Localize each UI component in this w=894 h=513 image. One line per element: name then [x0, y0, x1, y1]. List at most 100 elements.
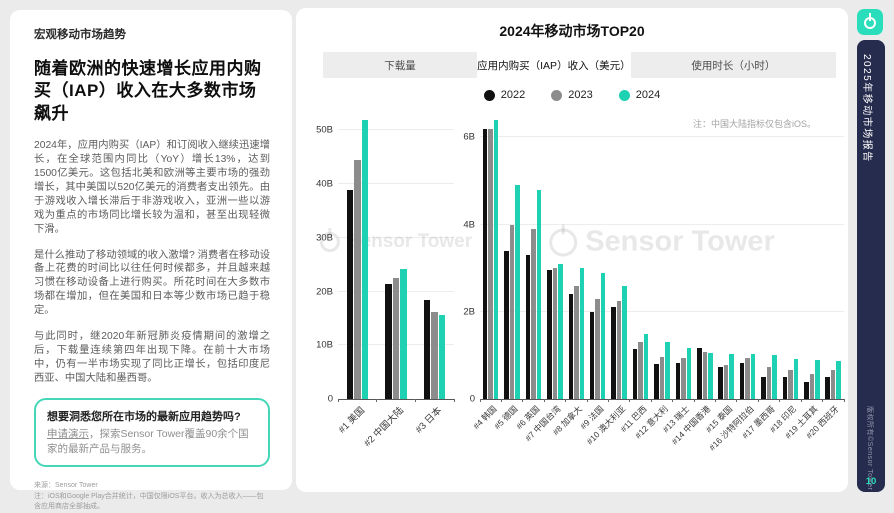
- bar-group: #5 德国: [492, 109, 522, 431]
- bar-2022: [423, 299, 431, 399]
- bar-2022: [547, 270, 552, 399]
- chart-panel: 2024年移动市场TOP20 下载量 应用内购买（IAP）收入（美元） 使用时长（小…: [296, 8, 848, 492]
- bar-group: #4 韩国: [471, 109, 501, 431]
- bar-2023: [392, 278, 400, 399]
- y-tick-label: 0: [327, 393, 333, 405]
- bar-2022: [675, 363, 681, 399]
- cta-body-rest: ，探索Sensor Tower覆盖90余个国家的最新产品与服务。: [47, 427, 249, 455]
- bar-cluster: [697, 109, 713, 399]
- legend-label: 2023: [568, 89, 593, 101]
- legend-item-2023: 2023: [551, 89, 593, 101]
- x-axis-tick: [757, 399, 759, 402]
- plot-area: Sensor Tower #1 美国 #2 中国大陆 #3 日本: [319, 109, 472, 449]
- bar-2022: [697, 347, 702, 399]
- bar-groups: #1 美国 #2 中国大陆 #3 日本: [337, 109, 454, 449]
- section-eyebrow: 宏观移动市场趋势: [34, 29, 126, 41]
- gridline: [480, 223, 844, 225]
- bar-group: #18 印尼: [767, 109, 801, 434]
- bar-2024: [708, 352, 713, 399]
- x-axis-tick: [543, 399, 545, 402]
- y-tick-label: 6B: [463, 131, 475, 143]
- y-tick-label: 40B: [316, 178, 333, 190]
- chart-title: 2024年移动市场TOP20: [499, 23, 645, 39]
- x-axis-tick: [479, 399, 481, 402]
- y-axis: 0 10B 20B 30B 40B 50B: [304, 109, 338, 405]
- bar-group: #15 泰国: [703, 109, 736, 434]
- footnote-line: 注：iOS和Google Play合并统计，中国仅限iOS平台。收入为总收入——…: [34, 492, 264, 511]
- bar-2024: [643, 333, 649, 399]
- bar-2024: [361, 119, 369, 399]
- bar-group: #7 中国台湾: [523, 109, 565, 443]
- y-tick-label: 4B: [463, 219, 475, 231]
- bar-2023: [574, 285, 579, 399]
- bar-cluster: [547, 109, 563, 399]
- bar-2022: [632, 348, 638, 399]
- legend-item-2022: 2022: [483, 89, 525, 101]
- bar-cluster: [761, 109, 777, 399]
- bar-chart-top3: 0 10B 20B 30B 40B 50B Sensor Tower #1 美国 #2 中国大陆…: [304, 109, 472, 470]
- bar-cluster: [675, 109, 692, 399]
- bar-cluster: [504, 109, 520, 399]
- bar-cluster: [611, 109, 627, 399]
- request-demo-link[interactable]: 申请演示: [47, 427, 89, 440]
- demo-cta-box: 想要洞悉您所在市场的最新应用趋势吗? 申请演示，探索Sensor Tower覆盖…: [34, 397, 270, 467]
- bar-2022: [525, 255, 531, 399]
- bar-cluster: [739, 109, 756, 399]
- bar-2024: [750, 354, 756, 399]
- sensor-tower-logo-icon: [857, 9, 883, 35]
- bar-group: #19 土耳其: [783, 109, 822, 441]
- bar-2023: [681, 358, 686, 399]
- bar-group: #12 意大利: [633, 109, 672, 441]
- bar-group: #11 巴西: [618, 109, 651, 434]
- gridline: [480, 136, 844, 138]
- bar-cluster: [804, 109, 820, 399]
- bar-2022: [718, 366, 723, 399]
- tab-usage-time[interactable]: 使用时长（小时）: [630, 52, 837, 78]
- bar-2024: [579, 268, 585, 399]
- gridline: [338, 183, 454, 185]
- chart-legend: 2022 2023 2024: [296, 87, 848, 103]
- bar-chart-4-to-20: 0 2B 4B 6B Sensor Tower 注：中国大陆指标仅包含iOS。 #4 韩国 #…: [458, 109, 845, 470]
- gridline: [338, 236, 454, 238]
- bar-2024: [400, 268, 407, 399]
- bar-2024: [836, 361, 841, 399]
- body-paragraph-1: 2024年，应用内购买（IAP）和订阅收入继续迅速增长，在全球范围内同比（YoY…: [34, 140, 270, 235]
- tab-downloads[interactable]: 下载量: [323, 52, 477, 78]
- bar-group: #8 加拿大: [551, 109, 587, 437]
- bar-cluster: [632, 109, 649, 399]
- bar-2024: [536, 189, 542, 399]
- legend-dot: [618, 89, 630, 101]
- x-axis-tick: [453, 399, 455, 402]
- bar-2023: [809, 373, 815, 399]
- bar-2022: [739, 362, 745, 399]
- bar-cluster: [568, 109, 585, 399]
- y-tick-label: 50B: [316, 124, 333, 136]
- bar-2023: [745, 358, 750, 399]
- x-axis-tick: [414, 399, 416, 402]
- gridline: [338, 129, 454, 131]
- page-number: 10: [865, 476, 877, 487]
- bar-2023: [638, 342, 643, 399]
- x-axis-tick: [843, 399, 845, 402]
- bar-cluster: [346, 109, 369, 399]
- x-axis-tick: [736, 399, 738, 402]
- bar-cluster: [482, 109, 499, 399]
- x-axis-tick: [822, 399, 824, 402]
- bar-2023: [354, 160, 361, 399]
- bar-2023: [830, 369, 836, 399]
- y-tick-label: 20B: [316, 286, 333, 298]
- y-tick-label: 0: [469, 393, 475, 405]
- x-axis-tick: [629, 399, 631, 402]
- bar-2024: [815, 360, 820, 399]
- bar-group: #14 中国香港: [670, 109, 715, 447]
- x-axis-tick: [693, 399, 695, 402]
- intro-panel: 宏观移动市场趋势 随着欧洲的快速增长应用内购买（IAP）收入在大多数市场飙升 2…: [10, 10, 292, 510]
- legend-label: 2024: [635, 89, 661, 101]
- bar-cluster: [718, 109, 734, 399]
- plot-area: Sensor Tower 注：中国大陆指标仅包含iOS。 #4 韩国 #5 德国 #6 …: [471, 109, 845, 453]
- y-tick-label: 10B: [316, 339, 333, 351]
- report-spine: 2025年移动市场报告 版权所有©Sensor Tower 10: [857, 40, 885, 492]
- bar-cluster: [654, 109, 670, 399]
- bar-2023: [531, 228, 536, 399]
- tab-iap-revenue[interactable]: 应用内购买（IAP）收入（美元）: [476, 52, 631, 78]
